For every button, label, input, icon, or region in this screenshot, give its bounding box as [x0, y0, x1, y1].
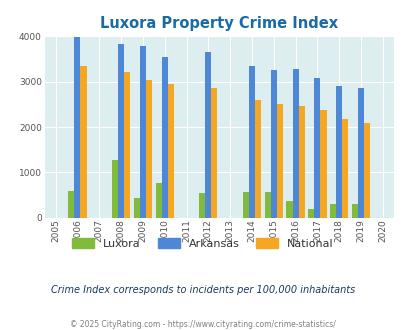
Bar: [264, 192, 270, 218]
Bar: [242, 192, 248, 218]
Bar: [112, 160, 118, 218]
Bar: [254, 100, 260, 218]
Text: Crime Index corresponds to incidents per 100,000 inhabitants: Crime Index corresponds to incidents per…: [51, 285, 354, 295]
Bar: [335, 86, 341, 218]
Bar: [329, 204, 335, 218]
Bar: [205, 52, 211, 218]
Bar: [298, 106, 304, 218]
Bar: [133, 198, 139, 218]
Bar: [74, 37, 80, 218]
Bar: [357, 88, 363, 218]
Bar: [118, 45, 124, 218]
Bar: [145, 80, 151, 218]
Bar: [167, 84, 173, 218]
Title: Luxora Property Crime Index: Luxora Property Crime Index: [100, 16, 337, 31]
Bar: [211, 88, 217, 218]
Bar: [341, 119, 347, 218]
Bar: [313, 78, 320, 218]
Bar: [292, 69, 298, 218]
Bar: [307, 209, 313, 218]
Bar: [363, 122, 369, 218]
Bar: [351, 204, 357, 218]
Bar: [276, 104, 282, 218]
Bar: [68, 191, 74, 218]
Bar: [124, 72, 130, 218]
Bar: [286, 201, 292, 218]
Bar: [199, 193, 205, 218]
Bar: [161, 57, 167, 218]
Legend: Luxora, Arkansas, National: Luxora, Arkansas, National: [68, 234, 337, 253]
Bar: [248, 66, 254, 218]
Bar: [155, 183, 161, 218]
Bar: [80, 66, 86, 218]
Text: © 2025 CityRating.com - https://www.cityrating.com/crime-statistics/: © 2025 CityRating.com - https://www.city…: [70, 320, 335, 329]
Bar: [320, 110, 326, 218]
Bar: [270, 70, 276, 218]
Bar: [139, 46, 145, 218]
